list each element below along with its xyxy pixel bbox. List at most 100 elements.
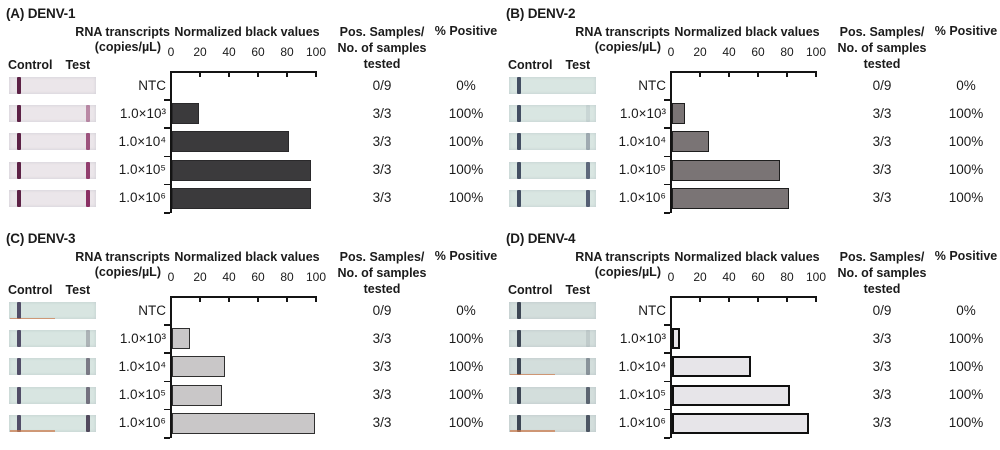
percent-positive-value: 0% <box>956 302 976 318</box>
pos-samples-header-line3: tested <box>863 57 901 71</box>
strip-orange-line <box>10 430 56 432</box>
test-strip <box>9 77 96 94</box>
control-line <box>17 386 21 404</box>
panel-title: (A) DENV-1 <box>6 6 76 21</box>
pos-samples-header-line3: tested <box>363 57 401 71</box>
panel-denv-4: (D) DENV-4 RNA transcripts (copies/µL) N… <box>500 225 1000 450</box>
percent-positive-value: 0% <box>956 77 976 93</box>
axis-row-tick <box>663 212 671 214</box>
rna-header-line2: (copies/µL) <box>594 265 661 279</box>
chart-title: Normalized black values <box>674 25 820 39</box>
percent-positive-value: 100% <box>448 358 484 374</box>
strip-orange-line <box>10 317 56 319</box>
pos-samples-value: 3/3 <box>872 387 892 403</box>
axis-row-tick <box>663 352 671 354</box>
axis-line-top <box>170 71 317 73</box>
pos-samples-value: 3/3 <box>372 330 392 346</box>
chart-title: Normalized black values <box>174 250 320 264</box>
test-strip <box>9 414 96 432</box>
axis-row-tick <box>663 408 671 411</box>
control-line <box>517 105 521 123</box>
panel-denv-1: (A) DENV-1 RNA transcripts (copies/µL) N… <box>0 0 500 225</box>
pos-samples-value: 3/3 <box>372 387 392 403</box>
axis-tick-label: 20 <box>693 270 707 284</box>
rna-transcripts-header: RNA transcripts (copies/µL) <box>58 250 170 280</box>
control-line <box>517 302 521 319</box>
percent-positive-value: 100% <box>948 415 984 431</box>
rna-header-line2: (copies/µL) <box>94 40 161 54</box>
row-label: 1.0×10⁶ <box>618 190 666 206</box>
rna-header-line1: RNA transcripts <box>575 25 670 39</box>
bar <box>671 384 791 406</box>
axis-baseline-vertical <box>170 71 172 213</box>
test-strip <box>509 161 596 179</box>
row-label: NTC <box>638 77 666 93</box>
axis-tick-label: 0 <box>167 45 175 59</box>
axis-tick-label: 40 <box>222 45 236 59</box>
axis-tick-label: 60 <box>251 270 265 284</box>
axis-row-tick <box>163 380 171 383</box>
axis-row-tick <box>663 380 671 383</box>
bar <box>171 103 200 125</box>
axis-tick-label: 20 <box>193 45 207 59</box>
axis-row-tick <box>163 183 171 186</box>
axis-down-tick <box>228 297 230 302</box>
bar <box>671 131 710 153</box>
rna-header-line2: (copies/µL) <box>594 40 661 54</box>
pos-samples-value: 3/3 <box>872 415 892 431</box>
rna-transcripts-header: RNA transcripts (copies/µL) <box>558 25 670 55</box>
axis-tick-label: 80 <box>780 45 794 59</box>
axis-line-top <box>170 296 317 298</box>
test-line <box>86 386 90 404</box>
axis-down-tick <box>286 297 288 302</box>
axis-row-tick <box>663 437 671 439</box>
test-strip <box>9 189 96 207</box>
axis-down-tick <box>257 72 259 77</box>
bar <box>671 159 781 181</box>
control-line <box>17 77 21 94</box>
row-label: 1.0×10⁵ <box>618 387 666 403</box>
axis-tick-labels: 0 20 40 60 80 100 <box>500 0 1000 225</box>
control-line <box>517 330 521 348</box>
axis-down-tick <box>757 72 759 77</box>
chart-title: Normalized black values <box>174 25 320 39</box>
chart-axis <box>500 225 1000 450</box>
axis-down-tick <box>815 72 817 77</box>
pos-samples-value: 3/3 <box>872 330 892 346</box>
axis-down-tick <box>315 72 317 77</box>
axis-row-tick <box>663 127 671 129</box>
panel-rows: NTC 0/9 0% 1.0×10³ 3/3 100% 1.0×10⁴ 3/3 100% 1.0×… <box>500 0 1000 225</box>
pos-samples-header: Pos. Samples/ No. of samples tested <box>330 24 434 72</box>
control-line <box>517 161 521 179</box>
test-strip <box>9 133 96 151</box>
axis-baseline-vertical <box>170 296 172 438</box>
percent-positive-value: 100% <box>448 190 484 206</box>
test-line <box>86 133 90 151</box>
axis-row-tick <box>163 99 171 101</box>
pos-samples-header-line1: Pos. Samples/ <box>839 25 925 39</box>
bar <box>171 328 191 350</box>
row-label: 1.0×10⁵ <box>118 387 166 403</box>
axis-row-tick <box>163 155 171 158</box>
bar <box>171 384 223 406</box>
test-column-label: Test <box>65 283 91 297</box>
axis-tick-label: 80 <box>280 45 294 59</box>
axis-tick-label: 100 <box>305 270 327 284</box>
bar <box>171 356 226 378</box>
row-label: 1.0×10⁴ <box>118 358 166 374</box>
control-column-label: Control <box>8 58 53 72</box>
chart-axis <box>0 0 500 225</box>
pos-samples-value: 3/3 <box>372 358 392 374</box>
rna-header-line1: RNA transcripts <box>75 250 170 264</box>
axis-line-top <box>670 71 817 73</box>
rna-transcripts-header: RNA transcripts (copies/µL) <box>58 25 170 55</box>
axis-down-tick <box>670 297 672 302</box>
pos-samples-value: 3/3 <box>872 358 892 374</box>
control-column-label: Control <box>508 58 553 72</box>
axis-down-tick <box>786 72 788 77</box>
control-line <box>517 133 521 151</box>
test-strip <box>9 386 96 404</box>
row-label: 1.0×10⁴ <box>118 133 166 149</box>
test-strip <box>9 358 96 376</box>
pos-samples-header-line2: No. of samples <box>837 41 927 55</box>
